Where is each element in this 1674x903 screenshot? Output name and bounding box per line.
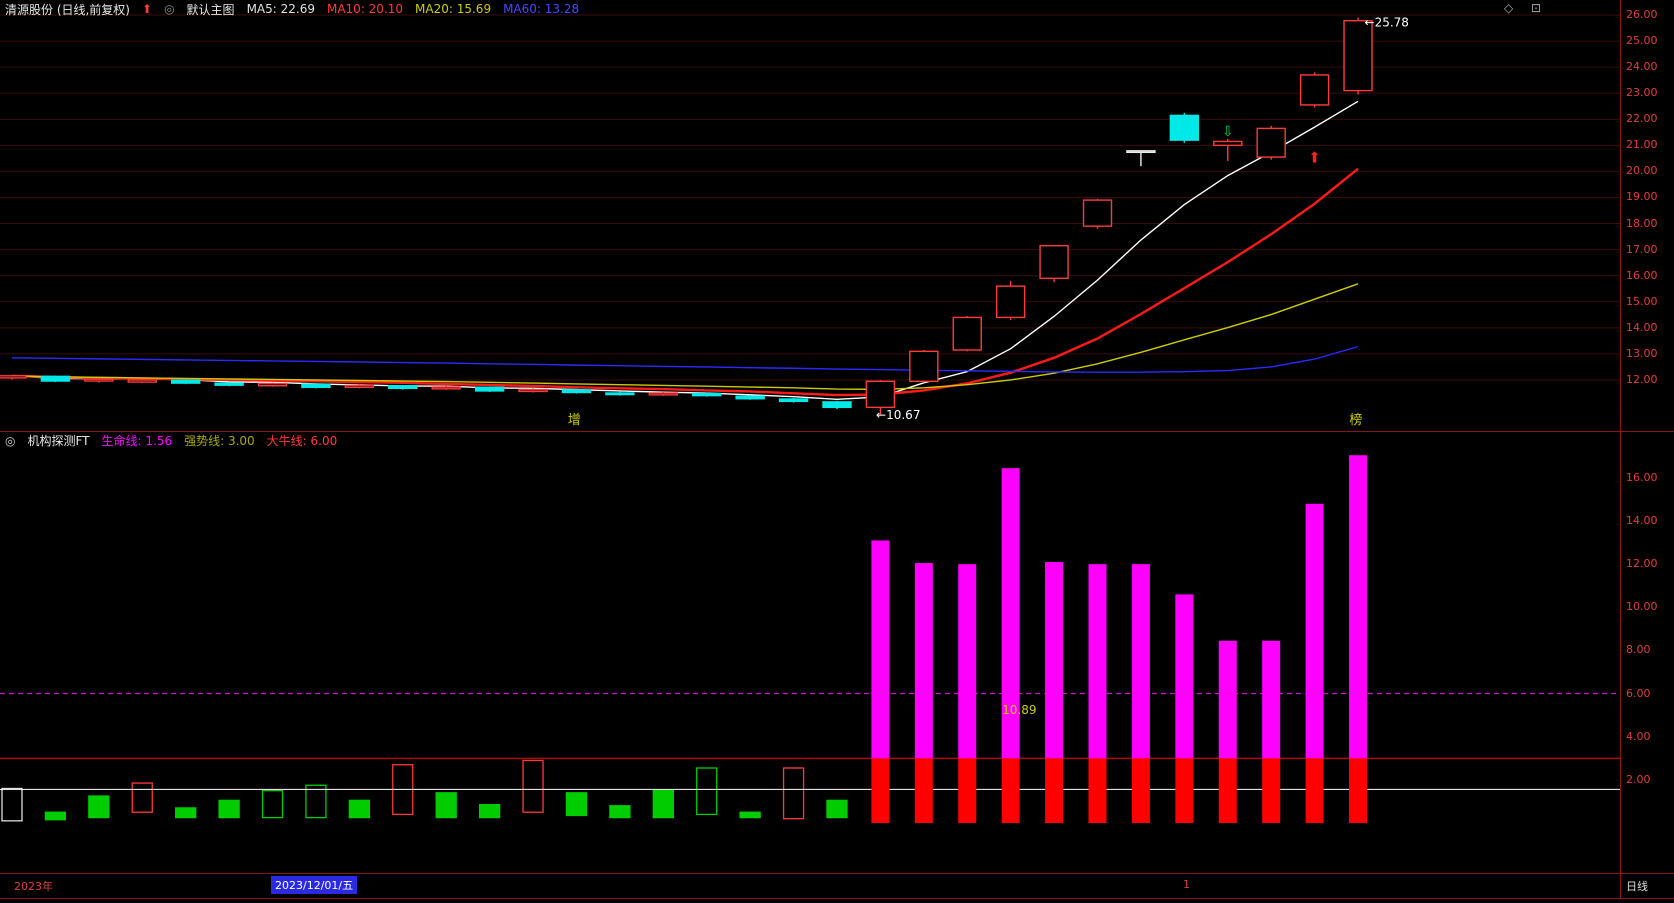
ma20-label: MA20: 15.69 (415, 2, 492, 16)
svg-text:←25.78: ←25.78 (1365, 16, 1409, 30)
axis-year-label: 2023年 (14, 880, 53, 893)
price-axis-label: 20.00 (1626, 164, 1658, 178)
overlay-indicator-label[interactable]: 默认主图 (186, 2, 235, 17)
price-axis-label: 4.00 (1626, 729, 1651, 743)
selected-date-label[interactable]: 2023/12/01/五 (271, 876, 358, 894)
diamond-icon[interactable]: ◇ (1504, 1, 1514, 15)
svg-text:⬆: ⬆ (1308, 148, 1321, 166)
price-axis-label: 12.00 (1626, 372, 1658, 386)
bottom-border (0, 898, 1674, 899)
window-icon[interactable]: ⊡ (1531, 1, 1542, 15)
panel-divider (0, 431, 1674, 432)
price-axis-label: 14.00 (1626, 320, 1658, 334)
price-axis-label: 16.00 (1626, 268, 1658, 282)
period-label: 日线 (1626, 880, 1648, 893)
ma5-label: MA5: 22.69 (246, 2, 315, 16)
price-axis-label: 22.00 (1626, 112, 1658, 126)
up-arrow-icon: ⬆ (142, 2, 153, 16)
indicator-header: ◎ 机构探测FT 生命线: 1.56 强势线: 3.00 大牛线: 6.00 (5, 433, 338, 449)
stock-title: 清源股份 (日线,前复权) (5, 2, 130, 17)
sub-indicator-circle-icon[interactable]: ◎ (5, 433, 16, 448)
price-axis-label: 2.00 (1626, 772, 1651, 786)
price-axis-separator (1620, 0, 1621, 899)
param-life-line: 生命线: 1.56 (101, 434, 173, 448)
price-axis-label: 8.00 (1626, 643, 1651, 657)
svg-text:⇩: ⇩ (1222, 124, 1234, 140)
price-axis-label: 13.00 (1626, 346, 1658, 360)
axis-divider (0, 873, 1674, 874)
param-bull-line: 大牛线: 6.00 (266, 434, 338, 448)
svg-text:榜: 榜 (1349, 412, 1362, 428)
ma60-label: MA60: 13.28 (503, 2, 580, 16)
price-axis-label: 10.00 (1626, 600, 1658, 614)
price-axis-label: 17.00 (1626, 242, 1658, 256)
price-axis-label: 24.00 (1626, 60, 1658, 74)
indicator-name: 机构探测FT (27, 434, 90, 448)
price-axis-label: 15.00 (1626, 294, 1658, 308)
price-axis-label: 14.00 (1626, 514, 1658, 528)
price-axis-label: 25.00 (1626, 34, 1658, 48)
param-strong-line: 强势线: 3.00 (184, 434, 255, 448)
svg-text:←10.67: ←10.67 (876, 408, 920, 422)
price-axis-label: 26.00 (1626, 8, 1658, 21)
svg-text:增: 增 (568, 413, 581, 428)
main-chart-header: 清源股份 (日线,前复权) ⬆ ◎ 默认主图 MA5: 22.69 MA10: … (5, 1, 579, 17)
price-axis-label: 16.00 (1626, 470, 1658, 484)
svg-text:10.89: 10.89 (1002, 703, 1036, 717)
price-axis-label: 23.00 (1626, 86, 1658, 100)
axis-month-label: 1 (1183, 878, 1190, 891)
price-axis-label: 19.00 (1626, 190, 1658, 204)
price-axis-label: 21.00 (1626, 138, 1658, 152)
price-axis-label: 12.00 (1626, 557, 1658, 571)
main-indicator-circle-icon[interactable]: ◎ (164, 2, 175, 16)
price-axis-label: 6.00 (1626, 686, 1651, 700)
ma10-label: MA10: 20.10 (326, 2, 404, 16)
price-axis-label: 18.00 (1626, 216, 1658, 230)
